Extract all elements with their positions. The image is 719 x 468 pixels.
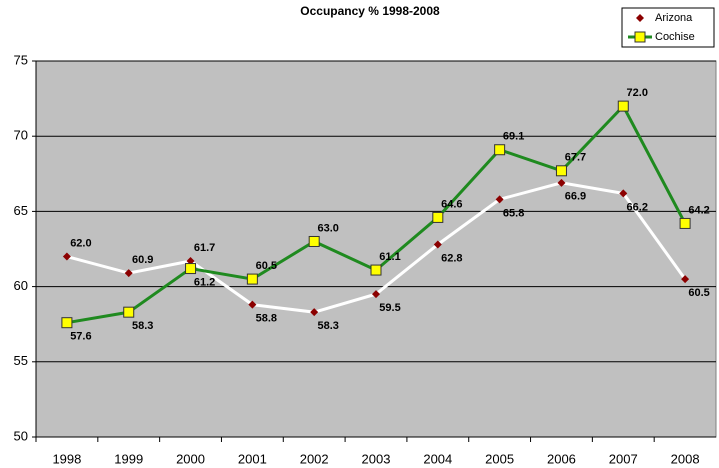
- value-label: 65.8: [503, 207, 524, 219]
- value-label: 58.8: [256, 313, 277, 325]
- x-tick-label: 2001: [238, 451, 267, 466]
- value-label: 58.3: [132, 320, 153, 332]
- x-tick-label: 2007: [609, 451, 638, 466]
- x-tick-label: 2004: [423, 451, 452, 466]
- marker: [62, 252, 71, 261]
- legend-marker: [634, 31, 646, 43]
- value-label: 60.5: [688, 287, 709, 299]
- x-tick-label: 2003: [362, 451, 391, 466]
- value-label: 59.5: [379, 302, 400, 314]
- y-tick-label: 65: [14, 203, 28, 218]
- marker: [619, 189, 628, 198]
- marker: [246, 273, 258, 285]
- value-label: 61.2: [194, 276, 215, 288]
- y-tick-label: 70: [14, 128, 28, 143]
- x-tick-label: 2008: [671, 451, 700, 466]
- value-label: 61.7: [194, 242, 215, 254]
- value-label: 63.0: [317, 222, 338, 234]
- marker: [186, 257, 195, 266]
- marker: [494, 144, 506, 156]
- marker: [61, 317, 73, 329]
- x-tick-label: 2006: [547, 451, 576, 466]
- value-label: 62.0: [70, 237, 91, 249]
- x-tick-label: 2000: [176, 451, 205, 466]
- marker: [123, 306, 135, 318]
- marker: [185, 263, 197, 275]
- legend-marker: [636, 14, 644, 22]
- marker: [681, 275, 690, 284]
- marker: [555, 165, 567, 177]
- value-label: 69.1: [503, 131, 524, 143]
- plot-area: [35, 60, 717, 438]
- marker: [495, 195, 504, 204]
- marker: [372, 290, 380, 299]
- marker: [433, 240, 442, 249]
- value-label: 66.9: [565, 191, 586, 203]
- legend-label: Cochise: [655, 31, 695, 43]
- chart-title: Occupancy % 1998-2008: [300, 4, 440, 18]
- x-tick-label: 1998: [52, 451, 81, 466]
- x-tick-label: 1999: [114, 451, 143, 466]
- marker: [308, 235, 320, 247]
- legend-label: Arizona: [655, 12, 693, 24]
- value-label: 67.7: [565, 152, 586, 164]
- legend-box: [621, 7, 715, 48]
- marker: [557, 178, 566, 187]
- value-label: 66.2: [627, 201, 648, 213]
- x-tick-label: 2002: [300, 451, 329, 466]
- value-label: 64.6: [441, 198, 462, 210]
- value-label: 61.1: [379, 251, 400, 263]
- value-label: 64.2: [688, 204, 709, 216]
- value-label: 60.9: [132, 254, 153, 266]
- marker: [679, 217, 691, 229]
- marker: [310, 308, 319, 317]
- marker: [124, 269, 133, 278]
- y-tick-label: 75: [14, 52, 28, 67]
- marker: [248, 300, 257, 309]
- value-label: 58.3: [317, 320, 338, 332]
- y-tick-label: 60: [14, 278, 28, 293]
- marker: [370, 264, 382, 276]
- marker: [617, 100, 629, 112]
- y-tick-label: 55: [14, 353, 28, 368]
- value-label: 72.0: [627, 87, 648, 99]
- value-label: 57.6: [70, 331, 91, 343]
- value-label: 62.8: [441, 252, 462, 264]
- x-tick-label: 2005: [485, 451, 514, 466]
- y-tick-label: 50: [14, 428, 28, 443]
- marker: [432, 211, 444, 223]
- value-label: 60.5: [256, 260, 277, 272]
